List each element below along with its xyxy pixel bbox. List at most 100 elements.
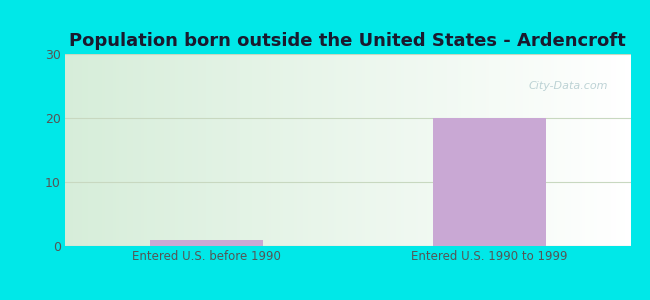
Text: City-Data.com: City-Data.com xyxy=(528,81,608,91)
Bar xyxy=(317,54,320,246)
Bar xyxy=(342,54,345,246)
Bar xyxy=(614,54,617,246)
Bar xyxy=(396,54,399,246)
Bar xyxy=(285,54,289,246)
Bar xyxy=(390,54,393,246)
Bar xyxy=(398,54,402,246)
Bar xyxy=(385,54,387,246)
Bar xyxy=(528,54,532,246)
Bar xyxy=(447,54,450,246)
Bar xyxy=(486,54,489,246)
Bar xyxy=(218,54,221,246)
Bar xyxy=(94,54,96,246)
Bar xyxy=(458,54,461,246)
Bar xyxy=(503,54,506,246)
Bar xyxy=(350,54,354,246)
Bar xyxy=(424,54,427,246)
Bar xyxy=(484,54,487,246)
Bar xyxy=(306,54,309,246)
Bar xyxy=(252,54,255,246)
Bar xyxy=(563,54,566,246)
Bar xyxy=(574,54,577,246)
Bar xyxy=(124,54,127,246)
Bar xyxy=(619,54,622,246)
Bar xyxy=(452,54,456,246)
Bar xyxy=(328,54,331,246)
Bar xyxy=(153,54,156,246)
Bar xyxy=(302,54,305,246)
Bar xyxy=(387,54,391,246)
Bar xyxy=(444,54,447,246)
Bar xyxy=(201,54,204,246)
Bar xyxy=(73,54,77,246)
Bar xyxy=(65,54,68,246)
Bar xyxy=(164,54,167,246)
Bar xyxy=(512,54,515,246)
Bar xyxy=(122,54,125,246)
Bar xyxy=(469,54,473,246)
Bar xyxy=(172,54,176,246)
Bar xyxy=(427,54,430,246)
Bar xyxy=(517,54,521,246)
Bar xyxy=(280,54,283,246)
Bar xyxy=(308,54,311,246)
Bar xyxy=(404,54,408,246)
Bar xyxy=(616,54,619,246)
Bar xyxy=(96,54,99,246)
Bar xyxy=(136,54,139,246)
Bar xyxy=(566,54,569,246)
Bar xyxy=(224,54,226,246)
Bar xyxy=(322,54,326,246)
Bar xyxy=(585,54,588,246)
Bar xyxy=(277,54,280,246)
Bar xyxy=(430,54,433,246)
Bar xyxy=(333,54,337,246)
Bar xyxy=(260,54,263,246)
Bar xyxy=(150,54,153,246)
Bar xyxy=(543,54,546,246)
Bar xyxy=(203,54,207,246)
Bar xyxy=(433,54,436,246)
Bar xyxy=(467,54,469,246)
Bar xyxy=(170,54,173,246)
Bar xyxy=(608,54,611,246)
Bar xyxy=(325,54,328,246)
Bar xyxy=(492,54,495,246)
Bar xyxy=(189,54,192,246)
Bar xyxy=(229,54,232,246)
Bar xyxy=(147,54,150,246)
Bar xyxy=(150,240,263,246)
Bar xyxy=(215,54,218,246)
Bar xyxy=(155,54,159,246)
Bar xyxy=(289,54,291,246)
Bar xyxy=(161,54,164,246)
Bar xyxy=(373,54,376,246)
Bar xyxy=(226,54,229,246)
Bar xyxy=(506,54,509,246)
Bar xyxy=(212,54,215,246)
Bar xyxy=(540,54,543,246)
Bar xyxy=(433,118,546,246)
Bar xyxy=(441,54,444,246)
Bar xyxy=(274,54,278,246)
Bar xyxy=(421,54,424,246)
Bar xyxy=(176,54,178,246)
Bar xyxy=(605,54,608,246)
Bar xyxy=(79,54,83,246)
Bar xyxy=(345,54,348,246)
Bar xyxy=(232,54,235,246)
Bar xyxy=(557,54,560,246)
Bar xyxy=(294,54,297,246)
Bar xyxy=(370,54,374,246)
Bar xyxy=(76,54,79,246)
Bar xyxy=(413,54,416,246)
Bar xyxy=(311,54,314,246)
Bar xyxy=(314,54,317,246)
Bar xyxy=(419,54,422,246)
Bar xyxy=(207,54,209,246)
Bar xyxy=(515,54,517,246)
Bar xyxy=(249,54,252,246)
Bar xyxy=(339,54,343,246)
Bar xyxy=(568,54,571,246)
Bar xyxy=(257,54,261,246)
